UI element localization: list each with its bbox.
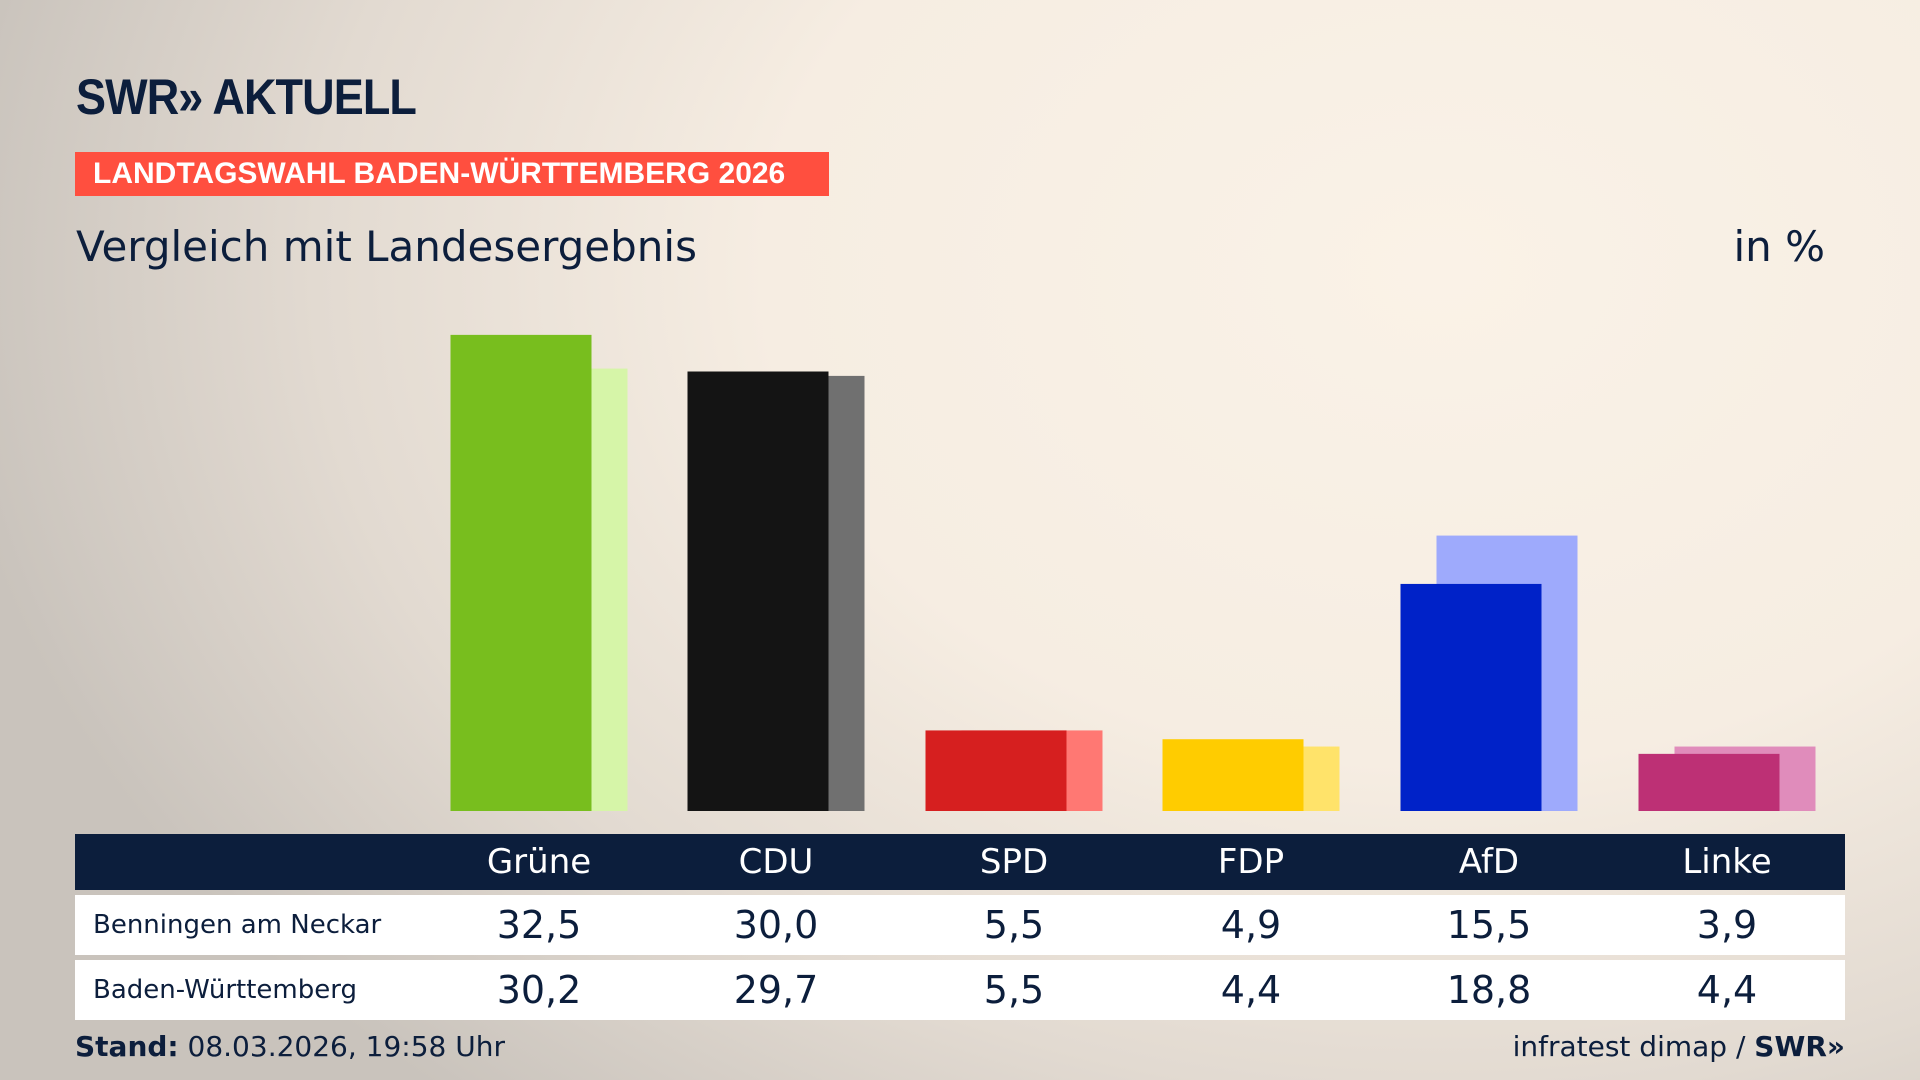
party-header: CDU	[738, 842, 814, 882]
bar-grne-local	[450, 334, 592, 811]
value-cell: 5,5	[983, 968, 1045, 1012]
row-label: Baden-Württemberg	[93, 975, 357, 1005]
value-cell: 4,9	[1220, 903, 1282, 947]
value-cell: 30,2	[496, 968, 582, 1012]
bar-cdu-local	[687, 371, 829, 811]
bar-afd-local	[1400, 583, 1542, 811]
stand-value: 08.03.2026, 19:58 Uhr	[187, 1030, 505, 1063]
swr-logo-small: SWR»	[1754, 1030, 1845, 1063]
party-header: SPD	[979, 842, 1049, 882]
table-row: Baden-Württemberg 30,2 29,7 5,5 4,4 18,8 4,4	[75, 960, 1845, 1020]
unit-label: in %	[1733, 222, 1825, 271]
table-header: Grüne CDU SPD FDP AfD Linke	[75, 834, 1845, 890]
row-label: Benningen am Neckar	[93, 910, 382, 940]
value-cell: 32,5	[496, 903, 582, 947]
party-header: FDP	[1217, 842, 1285, 882]
results-table: Grüne CDU SPD FDP AfD Linke Benningen am Neck…	[75, 834, 1845, 1020]
bar-fdp-local	[1162, 739, 1304, 811]
value-cell: 18,8	[1446, 968, 1532, 1012]
swr-aktuell-logo: SWR» AKTUELL	[76, 69, 417, 125]
party-header: AfD	[1458, 842, 1520, 882]
chart-subtitle: Vergleich mit Landesergebnis	[76, 222, 697, 271]
value-cell: 4,4	[1696, 968, 1758, 1012]
bar-spd-local	[925, 730, 1067, 811]
value-cell: 15,5	[1446, 903, 1532, 947]
timestamp: Stand: 08.03.2026, 19:58 Uhr	[75, 1030, 505, 1063]
source-text: infratest dimap /	[1512, 1030, 1755, 1063]
election-banner: LANDTAGSWAHL BADEN-WÜRTTEMBERG 2026	[75, 152, 829, 196]
bar-chart	[450, 334, 1816, 811]
value-cell: 5,5	[983, 903, 1045, 947]
value-cell: 30,0	[733, 903, 819, 947]
party-header: Linke	[1682, 842, 1772, 882]
bar-linke-local	[1638, 753, 1780, 811]
stand-label: Stand:	[75, 1030, 179, 1063]
source: infratest dimap / SWR»	[1513, 1030, 1845, 1063]
table-row: Benningen am Neckar 32,5 30,0 5,5 4,9 15,5 3,…	[75, 895, 1845, 955]
value-cell: 4,4	[1220, 968, 1282, 1012]
value-cell: 29,7	[733, 968, 819, 1012]
value-cell: 3,9	[1696, 903, 1758, 947]
party-header: Grüne	[486, 842, 592, 882]
